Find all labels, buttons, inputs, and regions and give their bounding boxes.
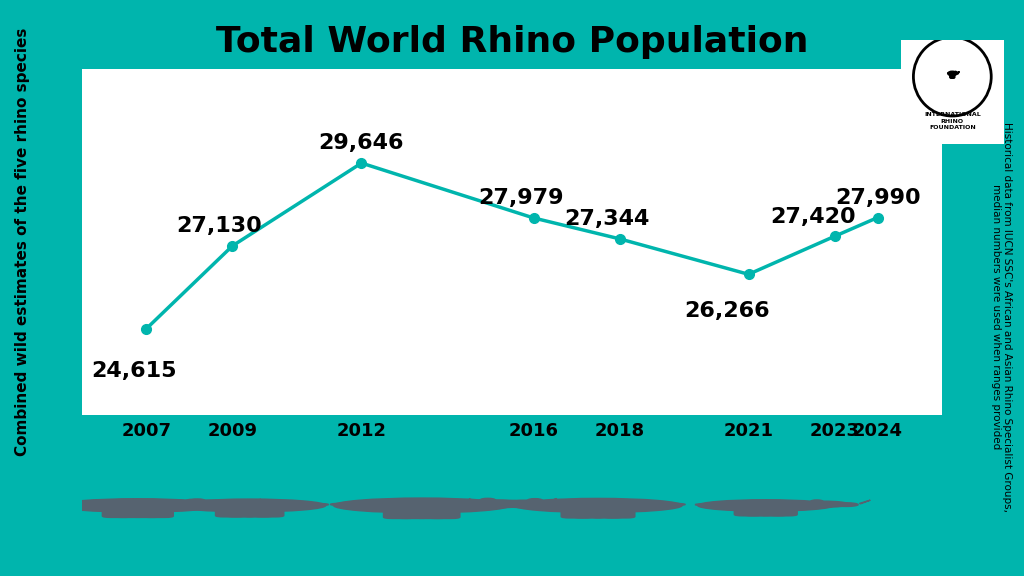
- FancyBboxPatch shape: [768, 509, 798, 516]
- Ellipse shape: [158, 501, 212, 507]
- Text: Combined wild estimates of the five rhino species: Combined wild estimates of the five rhin…: [15, 28, 30, 456]
- Title: Total World Rhino Population: Total World Rhino Population: [216, 25, 808, 59]
- FancyBboxPatch shape: [114, 509, 144, 517]
- FancyBboxPatch shape: [384, 510, 416, 518]
- FancyBboxPatch shape: [759, 509, 787, 516]
- Ellipse shape: [514, 498, 682, 513]
- FancyBboxPatch shape: [102, 509, 133, 517]
- Ellipse shape: [312, 503, 329, 506]
- FancyBboxPatch shape: [951, 74, 954, 78]
- Ellipse shape: [527, 499, 543, 502]
- Ellipse shape: [695, 504, 710, 506]
- FancyBboxPatch shape: [215, 509, 246, 517]
- FancyBboxPatch shape: [952, 74, 954, 78]
- Ellipse shape: [834, 503, 858, 506]
- Ellipse shape: [667, 503, 685, 506]
- FancyBboxPatch shape: [415, 510, 447, 518]
- Polygon shape: [469, 499, 482, 503]
- Text: 27,344: 27,344: [564, 209, 649, 229]
- Ellipse shape: [956, 73, 958, 74]
- Ellipse shape: [57, 499, 218, 512]
- Text: 29,646: 29,646: [318, 133, 404, 153]
- FancyBboxPatch shape: [428, 510, 460, 518]
- Polygon shape: [543, 499, 557, 503]
- Ellipse shape: [484, 502, 514, 507]
- Text: 26,266: 26,266: [684, 301, 770, 320]
- FancyBboxPatch shape: [243, 509, 273, 517]
- FancyBboxPatch shape: [573, 510, 605, 518]
- Ellipse shape: [697, 500, 834, 511]
- Text: 27,130: 27,130: [177, 216, 262, 236]
- Ellipse shape: [185, 499, 200, 502]
- Ellipse shape: [146, 502, 174, 506]
- Ellipse shape: [954, 72, 957, 74]
- FancyBboxPatch shape: [396, 510, 428, 518]
- Ellipse shape: [466, 500, 528, 508]
- Text: INTERNATIONAL
RHINO
FOUNDATION: INTERNATIONAL RHINO FOUNDATION: [924, 112, 981, 130]
- Ellipse shape: [510, 502, 542, 507]
- Ellipse shape: [480, 498, 496, 502]
- FancyBboxPatch shape: [734, 509, 763, 516]
- Text: 24,615: 24,615: [91, 361, 176, 381]
- Text: 27,990: 27,990: [835, 188, 921, 208]
- FancyBboxPatch shape: [254, 509, 284, 517]
- FancyBboxPatch shape: [561, 510, 593, 518]
- FancyBboxPatch shape: [744, 509, 773, 516]
- Ellipse shape: [55, 503, 72, 506]
- FancyBboxPatch shape: [226, 509, 257, 517]
- Polygon shape: [133, 499, 144, 503]
- FancyBboxPatch shape: [591, 510, 623, 518]
- Ellipse shape: [190, 499, 205, 502]
- Ellipse shape: [948, 71, 956, 76]
- FancyBboxPatch shape: [950, 74, 953, 78]
- Polygon shape: [859, 500, 870, 504]
- FancyBboxPatch shape: [950, 74, 952, 78]
- Ellipse shape: [218, 502, 247, 507]
- FancyBboxPatch shape: [901, 40, 1004, 144]
- FancyBboxPatch shape: [142, 509, 173, 517]
- Text: Historical data from IUCN SSC's African and Asian Rhino Specialist Groups,
media: Historical data from IUCN SSC's African …: [990, 122, 1013, 512]
- Ellipse shape: [800, 501, 849, 507]
- Text: 27,420: 27,420: [770, 207, 856, 226]
- Ellipse shape: [334, 498, 510, 513]
- FancyBboxPatch shape: [131, 509, 162, 517]
- Ellipse shape: [174, 499, 326, 512]
- Ellipse shape: [496, 500, 556, 507]
- Ellipse shape: [811, 500, 823, 503]
- FancyBboxPatch shape: [603, 510, 635, 518]
- Ellipse shape: [178, 501, 236, 507]
- Ellipse shape: [331, 503, 349, 506]
- Text: 27,979: 27,979: [478, 188, 563, 208]
- Polygon shape: [248, 499, 261, 503]
